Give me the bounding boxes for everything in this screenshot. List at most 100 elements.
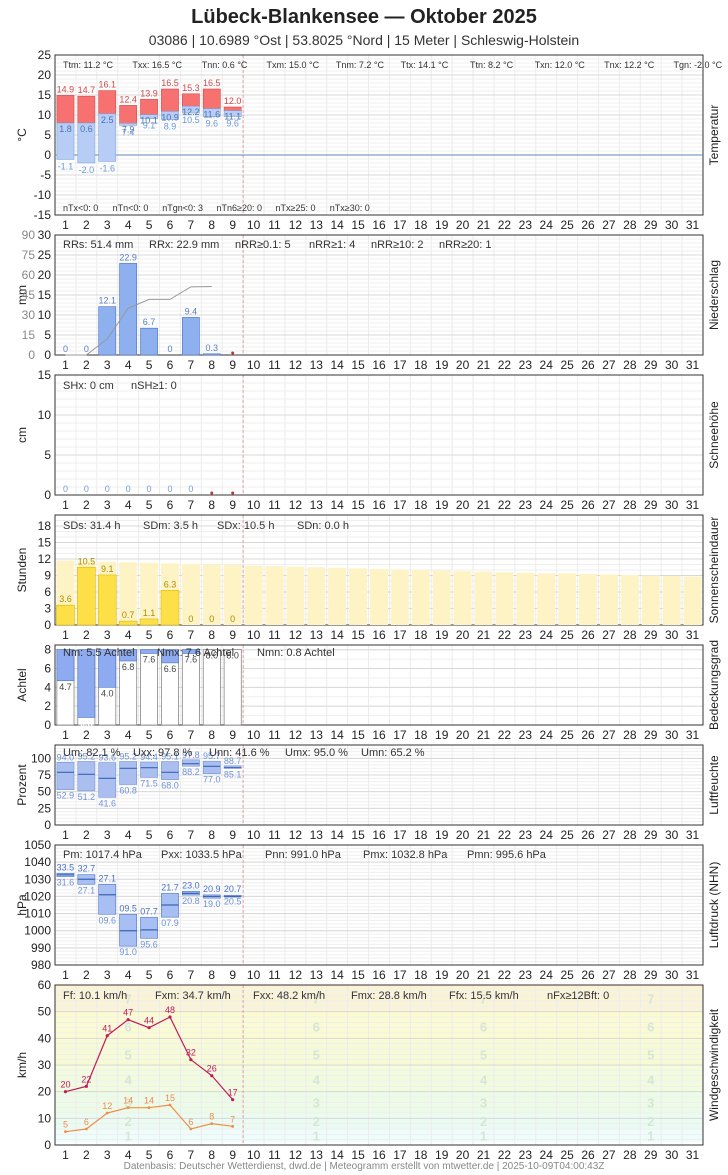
x-tick-label: 18 (414, 498, 428, 512)
x-tick-label: 10 (247, 728, 261, 742)
x-tick-label: 16 (372, 968, 386, 982)
x-tick-label: 1 (62, 218, 69, 232)
y-axis-label: hPa (15, 894, 29, 916)
temp-mean-label: 0.6 (80, 124, 93, 134)
humidity-min-label: 77.0 (203, 775, 221, 785)
beaufort-label: 7 (313, 991, 320, 1006)
stat-label: Fxm: 34.7 km/h (155, 990, 231, 1002)
x-tick-label: 9 (229, 498, 236, 512)
x-tick-label: 25 (560, 728, 574, 742)
temp-max-label: 12.0 (224, 96, 242, 106)
temp-min-label: 7.4 (122, 127, 135, 137)
cloud-frame-bar (202, 649, 221, 726)
x-tick-label: 22 (498, 498, 512, 512)
wind-gust-label: 44 (144, 1016, 154, 1026)
sun-label: 6.3 (164, 579, 177, 589)
x-tick-label: 27 (602, 628, 616, 642)
x-tick-label: 14 (331, 828, 345, 842)
precip-label: 6.7 (143, 317, 156, 327)
x-tick-label: 12 (289, 968, 303, 982)
temp-max-label: 16.5 (161, 78, 179, 88)
x-tick-label: 13 (310, 218, 324, 232)
temp-min-label: -1.6 (100, 163, 116, 173)
x-tick-label: 26 (581, 1148, 595, 1162)
sun-possible-bar (620, 574, 639, 625)
x-tick-label: 24 (540, 358, 554, 372)
x-tick-label: 11 (268, 358, 281, 372)
x-tick-label: 11 (268, 498, 281, 512)
stat-label: Tnx: 12.2 °C (604, 60, 655, 70)
y-axis-label: cm (15, 427, 29, 443)
humidity-min-label: 41.6 (98, 798, 116, 808)
temp-mean-label: 7.9 (122, 124, 135, 134)
x-tick-label: 12 (289, 498, 303, 512)
x-tick-label: 6 (167, 828, 174, 842)
x-tick-label: 31 (686, 968, 700, 982)
x-tick-label: 19 (435, 968, 449, 982)
wind-mean-label: 6 (188, 1117, 193, 1127)
wind-mean-point (168, 1103, 172, 1107)
x-tick-label: 19 (435, 628, 449, 642)
humidity-range-bar (77, 761, 96, 792)
temp-range-bar (98, 113, 117, 162)
x-tick-label: 2 (83, 1148, 90, 1162)
stat-label: Tgn: -2.0 °C (674, 60, 723, 70)
sun-possible-bar (307, 567, 326, 625)
y2-tick-label: 60 (22, 268, 36, 282)
x-tick-label: 20 (456, 968, 470, 982)
x-tick-label: 6 (167, 1148, 174, 1162)
humidity-range-bar (140, 761, 158, 778)
x-tick-label: 5 (146, 628, 153, 642)
sun-possible-bar (474, 571, 493, 625)
x-tick-label: 1 (62, 1148, 69, 1162)
temp-range-bar (77, 122, 96, 164)
beaufort-band (55, 985, 703, 1012)
y-tick-label: 0 (44, 718, 51, 732)
x-tick-label: 30 (665, 1148, 679, 1162)
x-tick-label: 12 (289, 218, 303, 232)
temp-mean-label: 11.1 (224, 112, 241, 122)
x-tick-label: 31 (686, 828, 700, 842)
humidity-max-label: 95.1 (161, 752, 179, 762)
x-tick-label: 13 (310, 358, 324, 372)
y-tick-label: 4 (44, 680, 51, 694)
panel-frame (54, 54, 704, 216)
x-tick-label: 29 (644, 828, 658, 842)
beaufort-label: 6 (647, 1019, 654, 1034)
beaufort-label: 2 (125, 1114, 132, 1129)
x-tick-label: 3 (104, 498, 111, 512)
wind-gust-point (105, 1034, 109, 1038)
x-tick-label: 30 (665, 218, 679, 232)
x-tick-label: 15 (351, 218, 365, 232)
sun-label: 0.7 (122, 610, 135, 620)
x-tick-label: 20 (456, 828, 470, 842)
beaufort-label: 4 (313, 1073, 321, 1088)
sun-bar (160, 590, 180, 626)
sun-possible-bar (244, 565, 263, 625)
sun-bar (118, 620, 138, 626)
x-tick-label: 25 (560, 218, 574, 232)
x-tick-label: 27 (602, 218, 616, 232)
stat-label: Ttm: 11.2 °C (63, 60, 113, 70)
x-tick-label: 4 (125, 828, 132, 842)
panel-frame (54, 984, 704, 1146)
x-tick-label: 27 (602, 358, 616, 372)
precip-bar (202, 353, 221, 356)
x-tick-label: 4 (125, 628, 132, 642)
sun-label: 3.6 (59, 594, 72, 604)
beaufort-band (55, 1113, 703, 1129)
x-tick-label: 27 (602, 828, 616, 842)
snow-label: 0 (84, 484, 89, 494)
beaufort-label: 5 (647, 1047, 654, 1062)
x-tick-label: 6 (167, 498, 174, 512)
humidity-max-label: 95.2 (119, 752, 137, 762)
x-tick-label: 29 (644, 728, 658, 742)
temp-range-bar (202, 108, 221, 117)
stat-label: nRR≥1: 4 (309, 239, 355, 251)
x-tick-label: 30 (665, 968, 679, 982)
page-title: Lübeck-Blankensee — Oktober 2025 (191, 6, 537, 28)
x-tick-label: 18 (414, 968, 428, 982)
sun-bar (56, 604, 75, 626)
x-tick-label: 1 (62, 968, 69, 982)
